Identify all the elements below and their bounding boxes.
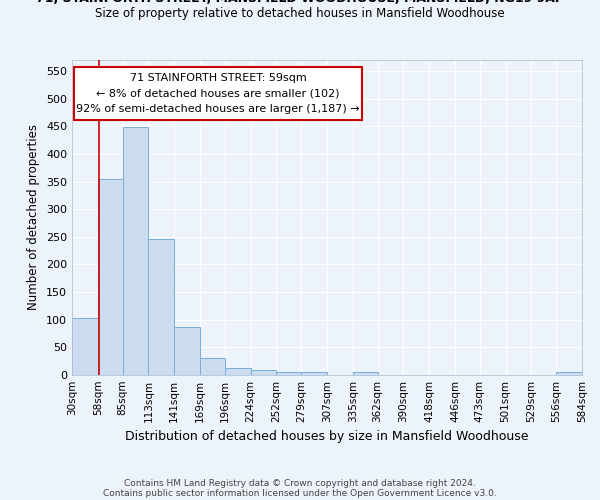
Bar [148,239,174,375]
Text: Contains HM Land Registry data © Crown copyright and database right 2024.: Contains HM Land Registry data © Crown c… [124,478,476,488]
Bar [122,128,148,375]
FancyBboxPatch shape [74,66,362,120]
Bar [98,180,122,375]
Bar [353,372,377,375]
Bar [301,372,327,375]
Bar [225,368,251,375]
Bar [556,372,582,375]
Text: 71, STAINFORTH STREET, MANSFIELD WOODHOUSE, MANSFIELD, NG19 9AP: 71, STAINFORTH STREET, MANSFIELD WOODHOU… [36,0,564,5]
Bar [72,318,98,375]
Y-axis label: Number of detached properties: Number of detached properties [28,124,40,310]
Text: Contains public sector information licensed under the Open Government Licence v3: Contains public sector information licen… [103,488,497,498]
Bar [251,370,277,375]
Bar [174,327,200,375]
Bar [277,372,301,375]
Text: Size of property relative to detached houses in Mansfield Woodhouse: Size of property relative to detached ho… [95,7,505,20]
Text: 71 STAINFORTH STREET: 59sqm
← 8% of detached houses are smaller (102)
92% of sem: 71 STAINFORTH STREET: 59sqm ← 8% of deta… [76,72,360,114]
X-axis label: Distribution of detached houses by size in Mansfield Woodhouse: Distribution of detached houses by size … [125,430,529,444]
Bar [200,358,225,375]
